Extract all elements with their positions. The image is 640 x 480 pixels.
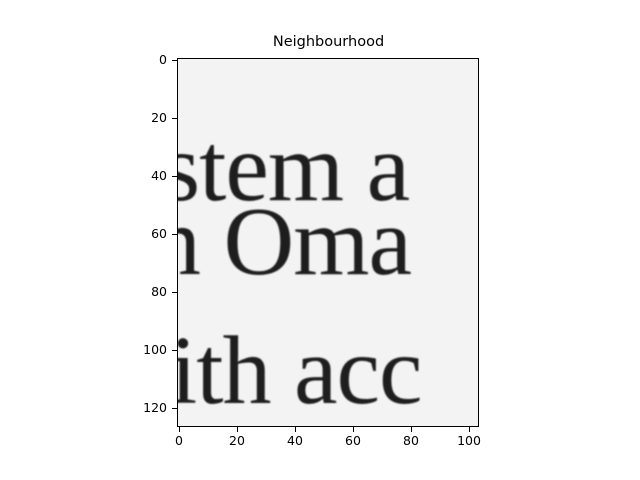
y-tick-label: 20 (127, 112, 167, 125)
x-tick (411, 427, 412, 432)
y-tick (172, 176, 177, 177)
x-tick-label: 80 (391, 435, 431, 448)
y-tick-label: 0 (127, 54, 167, 67)
image-panel: stem a n Oma ith acc (178, 59, 479, 427)
y-tick (172, 292, 177, 293)
x-tick (237, 427, 238, 432)
y-tick-label: 100 (127, 344, 167, 357)
x-tick-label: 100 (449, 435, 489, 448)
figure-title: Neighbourhood (178, 34, 479, 50)
y-tick (172, 350, 177, 351)
x-tick (469, 427, 470, 432)
y-tick (172, 408, 177, 409)
y-tick (172, 234, 177, 235)
x-tick-label: 0 (159, 435, 199, 448)
x-tick-label: 60 (333, 435, 373, 448)
y-tick-label: 60 (127, 228, 167, 241)
x-tick-label: 40 (275, 435, 315, 448)
x-tick (295, 427, 296, 432)
x-tick (179, 427, 180, 432)
text-line-2: n Oma (178, 193, 411, 291)
y-tick-label: 40 (127, 170, 167, 183)
x-tick-label: 20 (217, 435, 257, 448)
y-tick (172, 118, 177, 119)
y-tick (172, 60, 177, 61)
text-line-3: ith acc (178, 322, 421, 420)
x-tick (353, 427, 354, 432)
y-tick-label: 80 (127, 286, 167, 299)
y-tick-label: 120 (127, 402, 167, 415)
